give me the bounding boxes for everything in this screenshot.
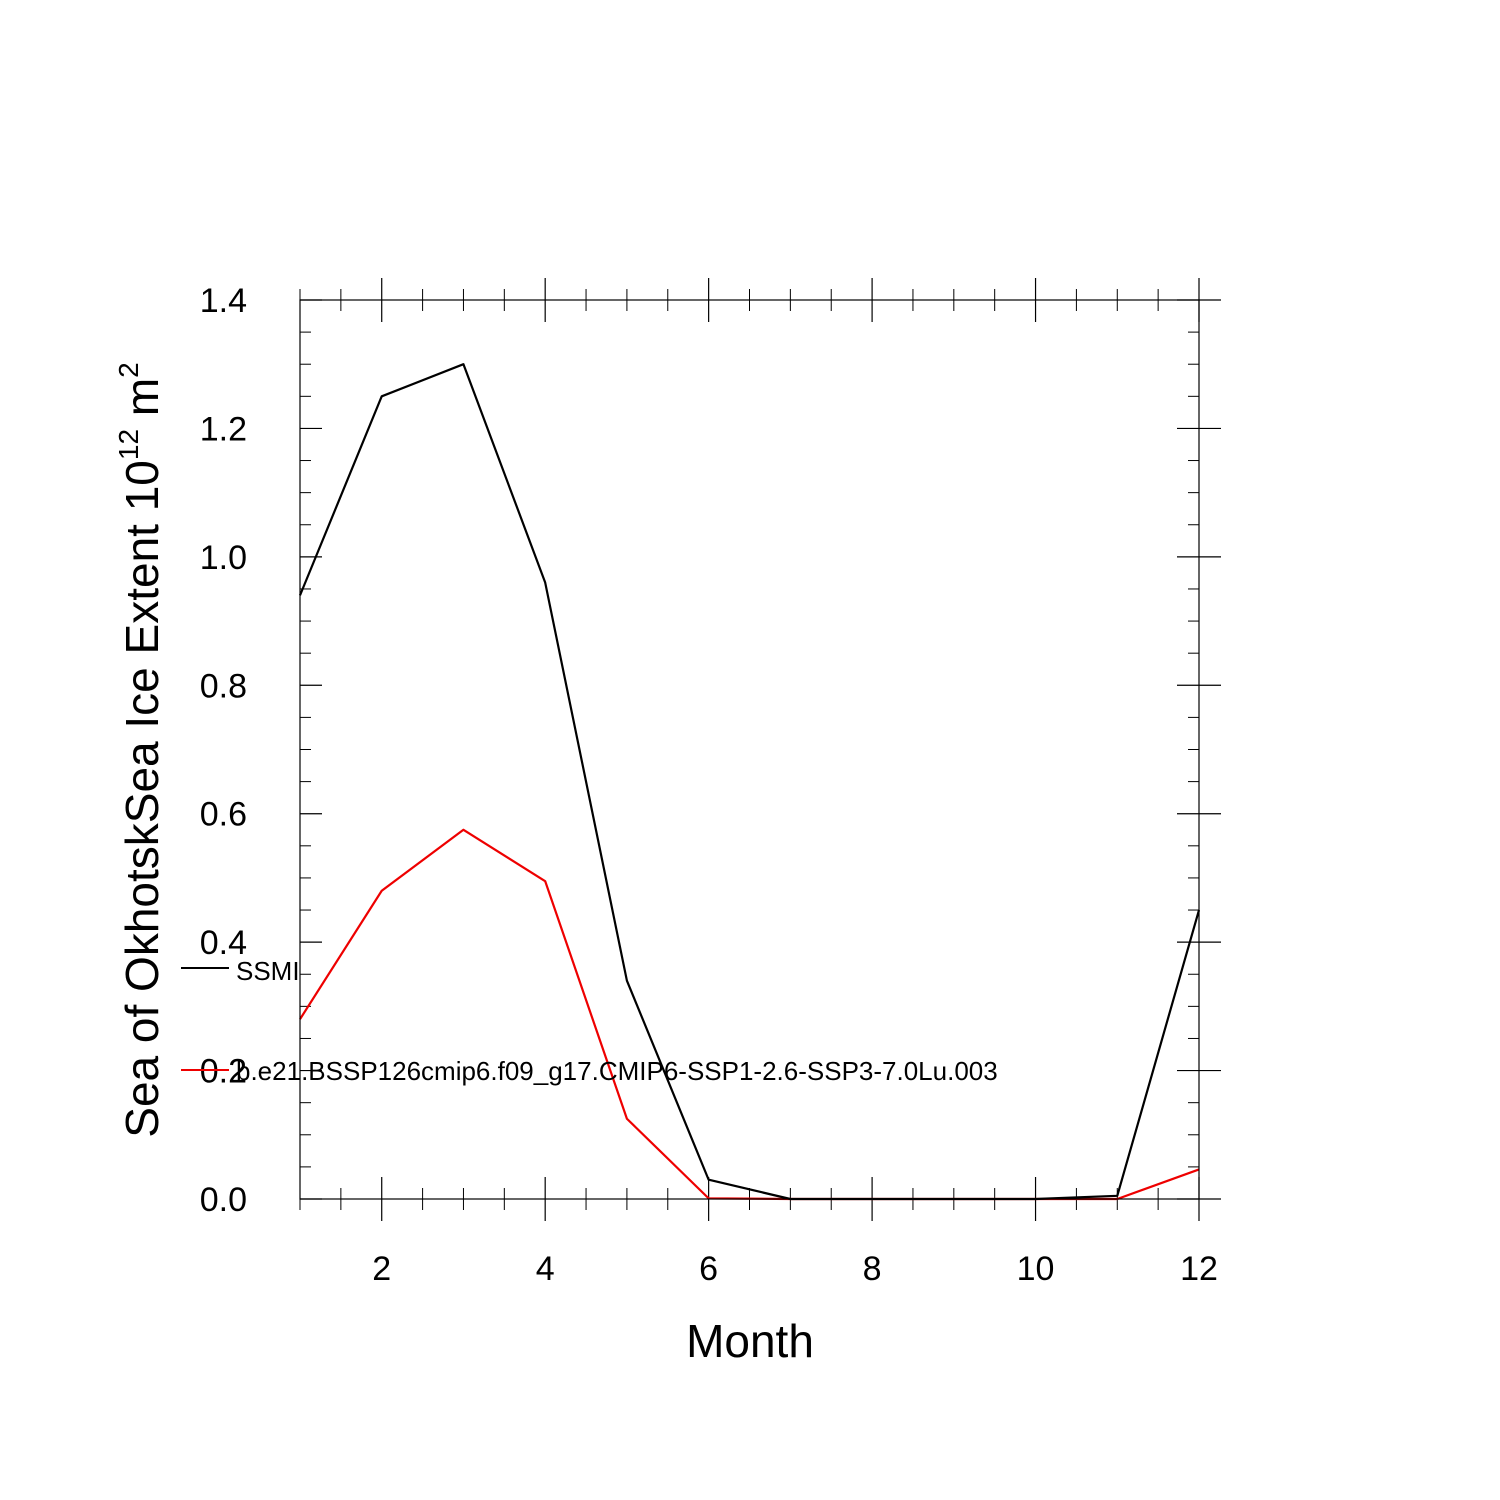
x-tick-label: 4 bbox=[536, 1250, 555, 1288]
x-tick-label: 2 bbox=[372, 1250, 391, 1288]
y-tick-label: 1.2 bbox=[200, 410, 247, 448]
y-tick-label: 0.8 bbox=[200, 667, 247, 705]
x-tick-label: 10 bbox=[1017, 1250, 1055, 1288]
series-line-model bbox=[299, 828, 1200, 1201]
y-axis-label-unit-exponent: 2 bbox=[113, 362, 144, 378]
x-tick-label: 6 bbox=[699, 1250, 718, 1288]
x-axis-label: Month bbox=[686, 1315, 814, 1367]
x-tick-labels: 2 4 6 8 10 12 bbox=[372, 1250, 1218, 1288]
x-tick-label: 8 bbox=[863, 1250, 882, 1288]
y-tick-label: 0.0 bbox=[200, 1181, 247, 1219]
legend-label-model: b.e21.BSSP126cmip6.f09_g17.CMIP6-SSP1-2.… bbox=[236, 1056, 998, 1086]
y-tick-label: 1.4 bbox=[200, 282, 247, 320]
y-tick-label: 1.0 bbox=[200, 539, 247, 577]
y-axis-label-main: Sea of OkhotskSea Ice Extent 10 bbox=[116, 460, 168, 1138]
plot-frame bbox=[299, 299, 1200, 1200]
y-tick-label: 0.4 bbox=[200, 924, 247, 962]
y-tick-labels: 0.0 0.2 0.4 0.6 0.8 1.0 1.2 1.4 bbox=[200, 282, 247, 1219]
legend-label-ssmi: SSMI bbox=[236, 956, 300, 986]
legend: SSMI b.e21.BSSP126cmip6.f09_g17.CMIP6-SS… bbox=[181, 956, 998, 1086]
y-axis-label-exponent: 12 bbox=[113, 429, 144, 460]
y-axis-label-unit: m bbox=[116, 378, 168, 429]
y-axis-label: Sea of OkhotskSea Ice Extent 1012 m2 bbox=[113, 362, 168, 1137]
y-tick-label: 0.6 bbox=[200, 796, 247, 834]
x-tick-label: 12 bbox=[1180, 1250, 1218, 1288]
y-tick-label: 0.2 bbox=[200, 1053, 247, 1091]
